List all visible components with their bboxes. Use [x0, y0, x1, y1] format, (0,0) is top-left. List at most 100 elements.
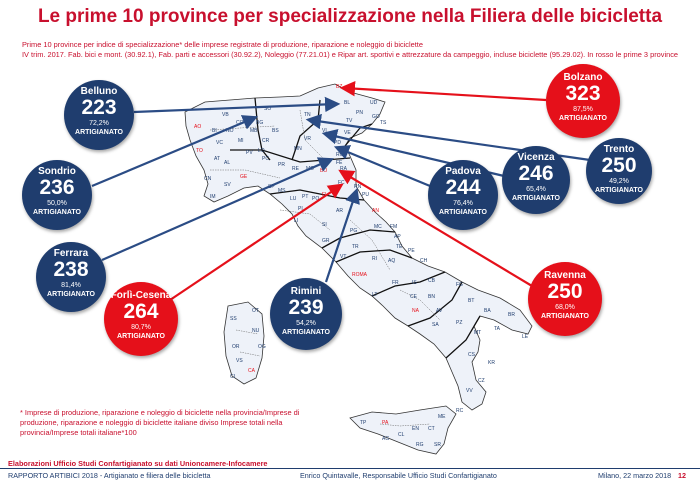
- province-code-pc: PC: [262, 156, 269, 162]
- province-code-re: RE: [292, 166, 300, 172]
- province-pct: 76,4%: [453, 200, 473, 207]
- arrow-sondrio: [91, 115, 259, 188]
- province-code-vt: VT: [340, 254, 346, 260]
- footer-date: Milano, 22 marzo 2018: [598, 471, 672, 480]
- sicily: [349, 405, 457, 455]
- province-pct: 49,2%: [609, 178, 629, 185]
- province-code-vv: VV: [466, 388, 473, 394]
- province-code-si: SI: [322, 222, 327, 228]
- province-code-bo: BO: [320, 168, 327, 174]
- province-label: ARTIGIANATO: [559, 115, 607, 122]
- province-code-fe: FE: [336, 160, 343, 166]
- province-code-an: AN: [372, 208, 379, 214]
- arrow-padova: [333, 145, 431, 188]
- province-name: Forlì-Cesena: [110, 290, 172, 301]
- province-code-rc: RC: [456, 408, 464, 414]
- bubble-trento: Trento 250 49,2% ARTIGIANATO: [586, 138, 652, 204]
- province-label: ARTIGIANATO: [117, 333, 165, 340]
- province-value: 246: [518, 162, 554, 185]
- province-code-li: LI: [294, 218, 298, 224]
- arrow-forl-cesena: [169, 183, 344, 301]
- province-code-ag: AG: [382, 436, 389, 442]
- province-code-vb: VB: [222, 112, 229, 118]
- province-code-fm: FM: [390, 224, 397, 230]
- province-code-fi: FI: [322, 192, 326, 198]
- province-code-mi: MI: [238, 138, 244, 144]
- province-code-ar: AR: [336, 208, 343, 214]
- province-code-ts: TS: [380, 120, 387, 126]
- province-code-cr: CR: [262, 138, 270, 144]
- province-code-cs: CS: [468, 352, 476, 358]
- province-label: ARTIGIANATO: [512, 195, 560, 202]
- province-code-lo: LO: [258, 148, 265, 154]
- province-pct: 50,0%: [47, 200, 67, 207]
- province-code-ot: OT: [252, 308, 259, 314]
- province-name: Trento: [603, 144, 635, 155]
- province-code-go: GO: [372, 114, 380, 120]
- province-code-mt: MT: [474, 330, 481, 336]
- province-value: 236: [39, 176, 75, 199]
- province-code-bt: BT: [468, 298, 474, 304]
- province-code-sa: SA: [432, 322, 439, 328]
- province-code-tv: TV: [346, 118, 353, 124]
- province-code-bg: BG: [256, 120, 263, 126]
- province-code-vs: VS: [236, 358, 243, 364]
- province-pct: 72,2%: [89, 120, 109, 127]
- province-code-pa: PA: [382, 420, 389, 426]
- province-code-at: AT: [214, 156, 220, 162]
- province-code-ms: MS: [278, 188, 286, 194]
- province-code-cn: CN: [204, 176, 212, 182]
- province-code-av: AV: [436, 308, 443, 314]
- province-code-aq: AQ: [388, 258, 395, 264]
- province-codes: AOVBSOBZBLUDPNCOBGTNTVGOTSBINOMBBSVRVIVE…: [194, 84, 529, 448]
- province-code-bs: BS: [272, 128, 279, 134]
- province-code-nu: NU: [252, 328, 260, 334]
- province-code-vi: VI: [322, 128, 327, 134]
- province-value: 264: [123, 300, 159, 323]
- province-code-ap: AP: [394, 234, 401, 240]
- province-code-ri: RI: [372, 256, 377, 262]
- province-code-pu: PU: [362, 192, 369, 198]
- footer-report-title: RAPPORTO ARTIBICI 2018 - Artigianato e f…: [8, 471, 211, 480]
- arrow-ravenna: [338, 169, 533, 287]
- province-code-im: IM: [210, 194, 216, 200]
- province-code-mb: MB: [250, 128, 258, 134]
- province-code-ct: CT: [428, 426, 435, 432]
- arrow-bolzano: [339, 80, 547, 102]
- bubble-padova: Padova 244 76,4% ARTIGIANATO: [428, 160, 498, 230]
- province-code-sv: SV: [224, 182, 231, 188]
- province-code-fc: FC: [338, 180, 345, 186]
- province-label: ARTIGIANATO: [33, 209, 81, 216]
- province-code-ch: CH: [420, 258, 428, 264]
- province-code-ra: RA: [340, 166, 348, 172]
- province-code-to: TO: [196, 148, 203, 154]
- province-code-ca: CA: [248, 368, 256, 374]
- connector-arrows: [91, 80, 591, 301]
- province-code-cl: CL: [398, 432, 405, 438]
- province-label: ARTIGIANATO: [47, 291, 95, 298]
- province-code-kr: KR: [488, 360, 495, 366]
- province-value: 244: [445, 176, 481, 199]
- province-code-sp: SP: [268, 184, 275, 190]
- page-number: 12: [678, 471, 686, 480]
- province-pct: 81,4%: [61, 282, 81, 289]
- province-code-ro: RO: [336, 152, 344, 158]
- province-code-fr: FR: [392, 280, 399, 286]
- bubble-ferrara: Ferrara 238 81,4% ARTIGIANATO: [36, 242, 106, 312]
- province-code-al: AL: [224, 160, 230, 166]
- province-value: 238: [53, 258, 89, 281]
- province-code-tp: TP: [360, 420, 367, 426]
- province-code-bn: BN: [428, 294, 435, 300]
- province-label: ARTIGIANATO: [282, 329, 330, 336]
- province-name: Ravenna: [544, 270, 586, 281]
- province-code-fg: FG: [456, 282, 463, 288]
- province-name: Vicenza: [517, 152, 555, 163]
- province-code-cz: CZ: [478, 378, 485, 384]
- subtitle-line-2: IV trim. 2017. Fab. bici e mont. (30.92.…: [22, 50, 679, 59]
- province-value: 239: [288, 296, 324, 319]
- province-code-ss: SS: [230, 316, 237, 322]
- province-code-roma: ROMA: [352, 272, 368, 278]
- province-code-po: PO: [312, 196, 319, 202]
- arrow-belluno: [133, 96, 341, 114]
